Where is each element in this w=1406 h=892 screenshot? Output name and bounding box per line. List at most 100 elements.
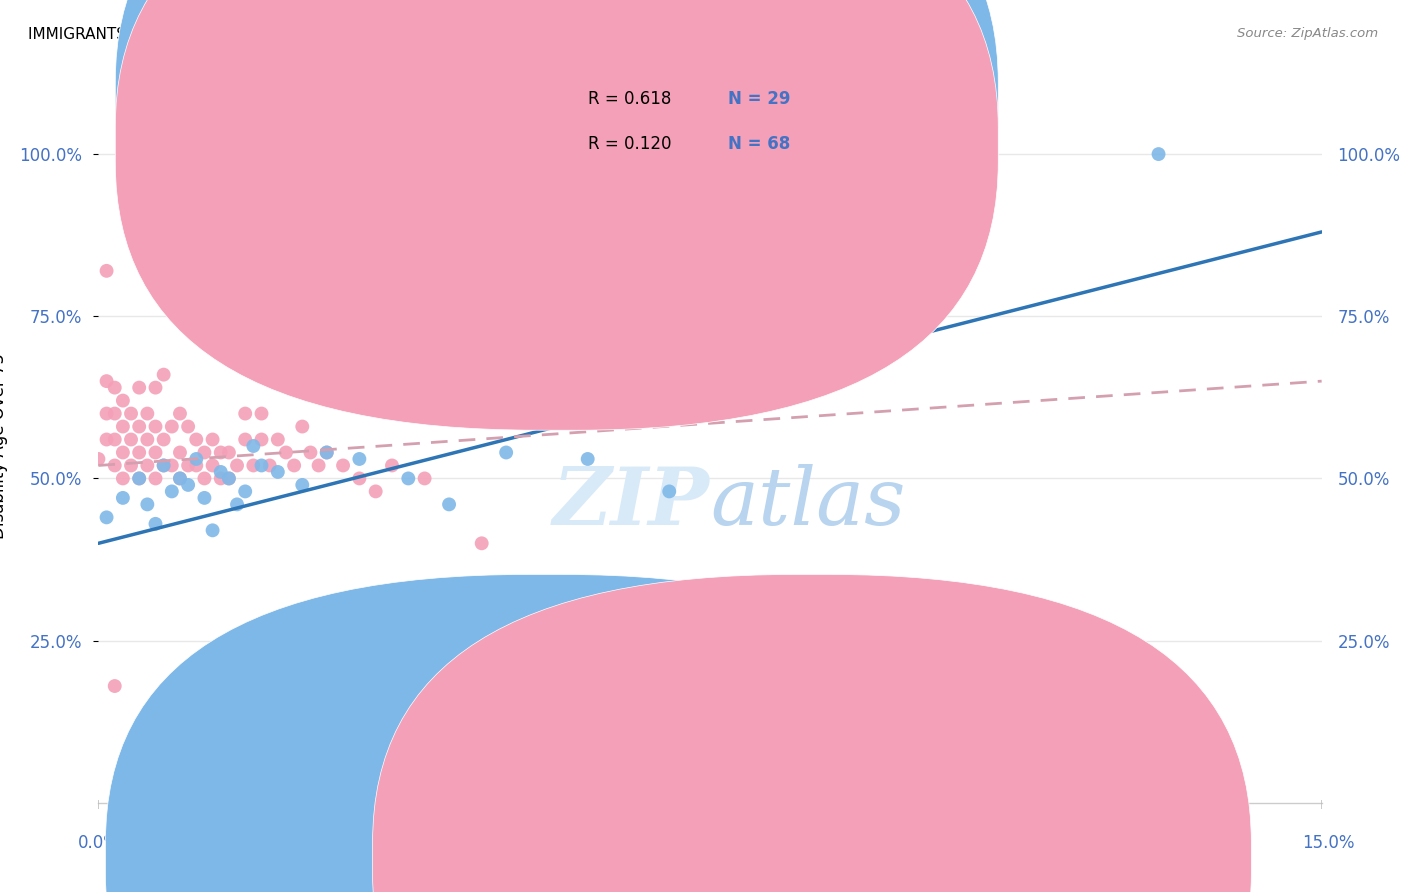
Point	[201, 524, 224, 538]
Point	[315, 445, 337, 459]
Point	[104, 381, 127, 395]
Point	[218, 445, 240, 459]
Text: |: |	[464, 800, 467, 809]
Point	[160, 419, 183, 434]
Point	[120, 407, 142, 421]
Point	[160, 484, 183, 499]
Point	[111, 419, 134, 434]
Point	[104, 433, 127, 447]
Point	[152, 433, 174, 447]
Point	[177, 419, 200, 434]
Point	[169, 471, 191, 485]
Point	[242, 439, 264, 453]
Point	[128, 381, 150, 395]
Text: N = 29: N = 29	[728, 90, 790, 108]
Point	[111, 393, 134, 408]
Point	[169, 445, 191, 459]
Point	[291, 419, 314, 434]
Point	[576, 452, 599, 467]
Text: |: |	[831, 800, 834, 809]
Text: ZIP: ZIP	[553, 465, 710, 541]
Point	[111, 491, 134, 505]
Point	[267, 465, 290, 479]
Point	[250, 407, 273, 421]
Point	[495, 445, 517, 459]
Point	[186, 458, 208, 473]
Point	[152, 368, 174, 382]
Text: |: |	[1076, 800, 1078, 809]
Point	[291, 478, 314, 492]
Point	[233, 407, 256, 421]
Point	[471, 536, 494, 550]
Point	[104, 458, 127, 473]
Text: 0.0%: 0.0%	[77, 834, 120, 852]
Point	[128, 471, 150, 485]
Point	[169, 407, 191, 421]
Point	[396, 471, 419, 485]
Point	[332, 458, 354, 473]
Point	[186, 433, 208, 447]
Point	[242, 458, 264, 473]
Point	[128, 419, 150, 434]
Y-axis label: Disability Age Over 75: Disability Age Over 75	[0, 353, 8, 539]
Point	[96, 510, 118, 524]
Point	[145, 516, 167, 531]
Text: atlas: atlas	[710, 465, 905, 541]
Point	[233, 433, 256, 447]
Point	[218, 471, 240, 485]
Point	[177, 478, 200, 492]
Text: Immigrants from Belize: Immigrants from Belize	[837, 851, 1015, 865]
Point	[186, 452, 208, 467]
Point	[201, 458, 224, 473]
Text: Source: ZipAtlas.com: Source: ZipAtlas.com	[1237, 27, 1378, 40]
Point	[381, 458, 404, 473]
Point	[177, 458, 200, 473]
Point	[136, 407, 159, 421]
Point	[250, 458, 273, 473]
Point	[136, 497, 159, 511]
Point	[308, 458, 330, 473]
Point	[259, 458, 281, 473]
Point	[349, 471, 371, 485]
Point	[201, 433, 224, 447]
Text: R = 0.618: R = 0.618	[588, 90, 671, 108]
Text: |: |	[1198, 800, 1201, 809]
Point	[315, 445, 337, 459]
Point	[136, 433, 159, 447]
Point	[120, 458, 142, 473]
Text: |: |	[342, 800, 344, 809]
Point	[233, 484, 256, 499]
Text: IMMIGRANTS FROM LITHUANIA VS IMMIGRANTS FROM BELIZE DISABILITY AGE OVER 75 CORRE: IMMIGRANTS FROM LITHUANIA VS IMMIGRANTS …	[28, 27, 863, 42]
Point	[96, 433, 118, 447]
Point	[160, 458, 183, 473]
Point	[209, 471, 232, 485]
Point	[120, 433, 142, 447]
Text: R = 0.120: R = 0.120	[588, 135, 671, 153]
Point	[226, 458, 249, 473]
Point	[152, 458, 174, 473]
Point	[413, 471, 436, 485]
Point	[104, 407, 127, 421]
Point	[349, 452, 371, 467]
Text: |: |	[953, 800, 956, 809]
Text: |: |	[586, 800, 589, 809]
Point	[267, 433, 290, 447]
Point	[364, 484, 387, 499]
Point	[283, 458, 305, 473]
Point	[104, 679, 127, 693]
Point	[250, 433, 273, 447]
Text: N = 68: N = 68	[728, 135, 790, 153]
Text: |: |	[1320, 800, 1323, 809]
Point	[1147, 147, 1170, 161]
Point	[209, 445, 232, 459]
Point	[152, 458, 174, 473]
Text: |: |	[709, 800, 711, 809]
Point	[658, 484, 681, 499]
Point	[145, 445, 167, 459]
Point	[145, 471, 167, 485]
Text: |: |	[219, 800, 222, 809]
Point	[299, 445, 322, 459]
Point	[87, 452, 110, 467]
Point	[96, 407, 118, 421]
Point	[740, 653, 762, 667]
